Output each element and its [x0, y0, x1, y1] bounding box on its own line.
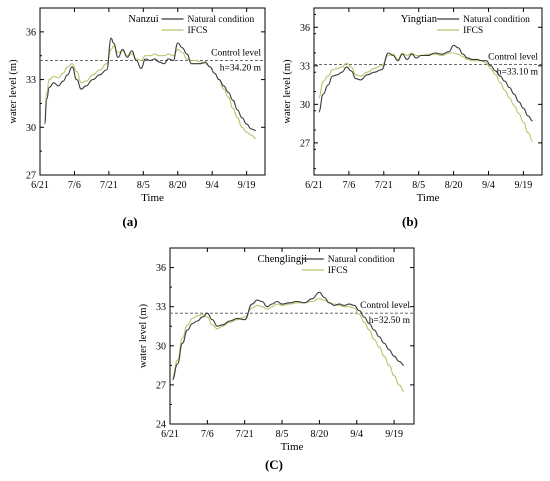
chart-panel-c: 24 27 30 33 36 6/21 7/6 7/21 8/5 8/20 9/4 9/19 Time w… — [130, 240, 420, 455]
caption-c: (C) — [264, 457, 284, 472]
x-tick-label: 8/20 — [445, 180, 463, 191]
x-tick-label: 7/6 — [68, 180, 81, 191]
legend-label: IFCS — [188, 26, 208, 36]
series-line-ifcs — [171, 298, 405, 392]
x-tick-label: 8/5 — [412, 180, 425, 191]
chart-panel-a: 27 30 33 36 6/21 7/6 7/21 8/5 8/20 9/4 9/19 Time wat… — [0, 0, 270, 215]
x-tick-label: 7/21 — [100, 180, 118, 191]
x-tick-label: 9/4 — [350, 429, 363, 440]
x-tick-label: 8/5 — [276, 429, 289, 440]
control-level-value: h=32.50 m — [369, 316, 411, 326]
caption-b: (b) — [402, 214, 418, 229]
chart-title: Yingtian — [401, 14, 438, 25]
plot-frame — [313, 7, 543, 176]
x-tick-label: 8/5 — [137, 180, 150, 191]
legend-label: IFCS — [463, 26, 483, 36]
y-tick-label: 27 — [156, 380, 166, 391]
y-tick-label: 33 — [300, 61, 310, 72]
x-tick-label: 6/21 — [305, 180, 323, 191]
y-tick-label: 30 — [26, 123, 36, 134]
legend-label: IFCS — [328, 266, 348, 276]
x-tick-label: 9/19 — [385, 429, 403, 440]
x-tick-label: 9/19 — [514, 180, 532, 191]
x-tick-label: 6/21 — [31, 180, 49, 191]
y-tick-label: 36 — [26, 27, 36, 38]
x-tick-label: 7/21 — [236, 429, 254, 440]
chart-title: Nanzui — [128, 14, 158, 25]
x-axis-label: Time — [417, 192, 440, 204]
x-tick-label: 7/6 — [201, 429, 214, 440]
y-tick-label: 30 — [156, 341, 166, 352]
x-tick-label: 9/4 — [482, 180, 495, 191]
y-tick-label: 27 — [300, 138, 310, 149]
y-tick-label: 27 — [26, 171, 36, 182]
x-tick-label: 8/20 — [310, 429, 328, 440]
legend-label: Natural condition — [463, 15, 530, 25]
series-line-ifcs — [318, 52, 533, 143]
series-line-natural-condition — [171, 291, 405, 381]
control-level-value: h=33.10 m — [497, 68, 539, 78]
caption-a: (a) — [122, 214, 138, 229]
x-tick-label: 9/4 — [206, 180, 219, 191]
y-axis-label: water level (m) — [282, 59, 293, 124]
x-axis-label: Time — [281, 441, 304, 453]
x-tick-label: 7/21 — [375, 180, 393, 191]
control-level-value: h=34.20 m — [220, 63, 262, 73]
legend-label: Natural condition — [188, 15, 255, 25]
plot-frame — [169, 247, 415, 425]
x-tick-label: 6/21 — [161, 429, 179, 440]
control-level-label: Control level — [488, 53, 538, 63]
y-tick-label: 30 — [300, 100, 310, 111]
x-axis-label: Time — [141, 192, 164, 204]
x-tick-label: 8/20 — [169, 180, 187, 191]
y-tick-label: 36 — [156, 263, 166, 274]
y-tick-label: 33 — [156, 302, 166, 313]
legend-label: Natural condition — [328, 255, 395, 265]
plot-frame — [39, 7, 266, 176]
chart-b: 27 30 33 36 6/21 7/6 7/21 8/5 8/20 9/4 9/19 Time wat… — [282, 7, 543, 204]
series-line-natural-condition — [44, 37, 256, 132]
y-axis-label: water level (m) — [138, 303, 149, 368]
chart-a: 27 30 33 36 6/21 7/6 7/21 8/5 8/20 9/4 9/19 Time wat… — [8, 7, 266, 204]
y-tick-label: 33 — [26, 75, 36, 86]
x-tick-label: 7/6 — [343, 180, 356, 191]
control-level-label: Control level — [360, 301, 410, 311]
control-level-label: Control level — [211, 48, 261, 58]
y-tick-label: 24 — [156, 420, 166, 431]
chart-c: 24 27 30 33 36 6/21 7/6 7/21 8/5 8/20 9/4 9/19 Time w… — [138, 247, 415, 453]
chart-panel-b: 27 30 33 36 6/21 7/6 7/21 8/5 8/20 9/4 9/19 Time wat… — [272, 0, 547, 215]
chart-title: Chenglingji — [257, 254, 307, 265]
y-axis-label: water level (m) — [8, 59, 19, 124]
y-tick-label: 36 — [300, 23, 310, 34]
x-tick-label: 9/19 — [238, 180, 256, 191]
series-line-natural-condition — [318, 44, 533, 122]
